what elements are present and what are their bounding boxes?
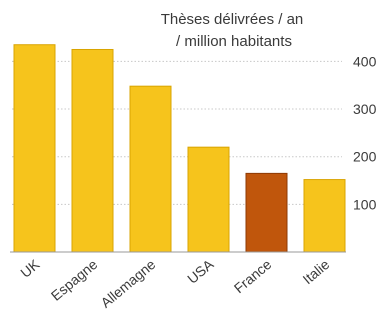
chart-title-line-2: / million habitants	[176, 33, 292, 50]
category-label-italie: Italie	[299, 256, 332, 287]
category-label-allemagne: Allemagne	[97, 256, 158, 311]
bar-uk	[13, 44, 56, 253]
category-label-usa: USA	[184, 256, 217, 287]
category-label-france: France	[231, 256, 275, 296]
bar-usa	[187, 146, 230, 253]
bars	[13, 44, 346, 253]
y-tick-labels: 400 300 200 100	[353, 53, 377, 212]
bar-france	[245, 172, 288, 253]
y-tick-label-100: 100	[353, 196, 377, 212]
y-tick-label-200: 200	[353, 149, 377, 165]
category-label-espagne: Espagne	[48, 256, 101, 304]
y-tick-label-300: 300	[353, 101, 377, 117]
bar-allemagne	[129, 85, 172, 253]
grid-lines	[12, 60, 342, 205]
category-label-uk: UK	[17, 256, 43, 281]
chart-title-line-1: Thèses délivrées / an	[161, 11, 304, 28]
bar-espagne	[71, 48, 114, 253]
bar-italie	[303, 179, 346, 253]
y-tick-label-400: 400	[353, 53, 377, 69]
